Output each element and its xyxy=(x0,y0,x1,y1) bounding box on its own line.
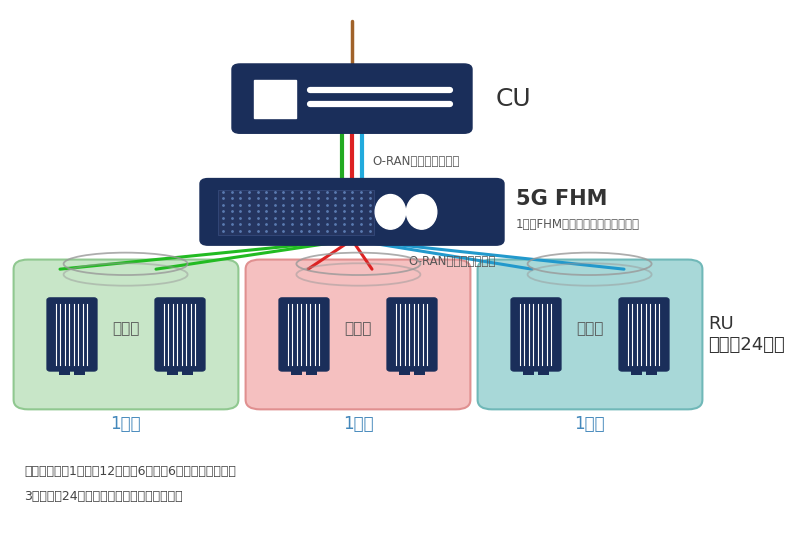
Text: 1台のFHMで最大３セルに対応可能: 1台のFHMで最大３セルに対応可能 xyxy=(516,218,640,231)
FancyBboxPatch shape xyxy=(46,297,98,371)
Text: ・・・: ・・・ xyxy=(345,321,372,337)
FancyBboxPatch shape xyxy=(414,369,426,375)
FancyBboxPatch shape xyxy=(218,190,374,235)
FancyBboxPatch shape xyxy=(522,369,534,375)
FancyBboxPatch shape xyxy=(14,260,238,409)
FancyBboxPatch shape xyxy=(278,297,330,371)
Text: 1セル: 1セル xyxy=(574,415,605,433)
Text: 1セル: 1セル xyxy=(110,415,141,433)
FancyBboxPatch shape xyxy=(538,369,550,375)
Text: ・・・: ・・・ xyxy=(112,321,139,337)
Text: O-RANフロントホール: O-RANフロントホール xyxy=(408,255,495,268)
FancyBboxPatch shape xyxy=(511,297,562,371)
FancyBboxPatch shape xyxy=(398,369,410,375)
Text: 3セル合計24セルになるよう任意に設定可能: 3セル合計24セルになるよう任意に設定可能 xyxy=(24,490,182,503)
FancyBboxPatch shape xyxy=(630,369,642,375)
Text: ・・・: ・・・ xyxy=(576,321,603,337)
Text: 1セル: 1セル xyxy=(343,415,374,433)
FancyBboxPatch shape xyxy=(58,369,70,375)
FancyBboxPatch shape xyxy=(387,297,437,371)
Text: 分配の内訳は1セルを12セル、6セル、6セルなど分配可能: 分配の内訳は1セルを12セル、6セル、6セルなど分配可能 xyxy=(24,465,236,478)
FancyBboxPatch shape xyxy=(182,369,194,375)
FancyBboxPatch shape xyxy=(74,369,86,375)
FancyBboxPatch shape xyxy=(478,260,702,409)
Ellipse shape xyxy=(375,195,406,229)
Ellipse shape xyxy=(406,195,437,229)
FancyBboxPatch shape xyxy=(254,80,296,118)
Text: CU: CU xyxy=(496,86,532,111)
FancyBboxPatch shape xyxy=(290,369,302,375)
Text: 5G FHM: 5G FHM xyxy=(516,189,607,209)
FancyBboxPatch shape xyxy=(166,369,178,375)
Text: O-RANフロントホール: O-RANフロントホール xyxy=(372,155,459,168)
FancyBboxPatch shape xyxy=(155,297,206,371)
FancyBboxPatch shape xyxy=(646,369,658,375)
FancyBboxPatch shape xyxy=(306,369,318,375)
FancyBboxPatch shape xyxy=(232,64,472,133)
Text: RU
（最大24台）: RU （最大24台） xyxy=(708,315,785,354)
FancyBboxPatch shape xyxy=(246,260,470,409)
FancyBboxPatch shape xyxy=(619,297,669,371)
FancyBboxPatch shape xyxy=(200,179,504,245)
